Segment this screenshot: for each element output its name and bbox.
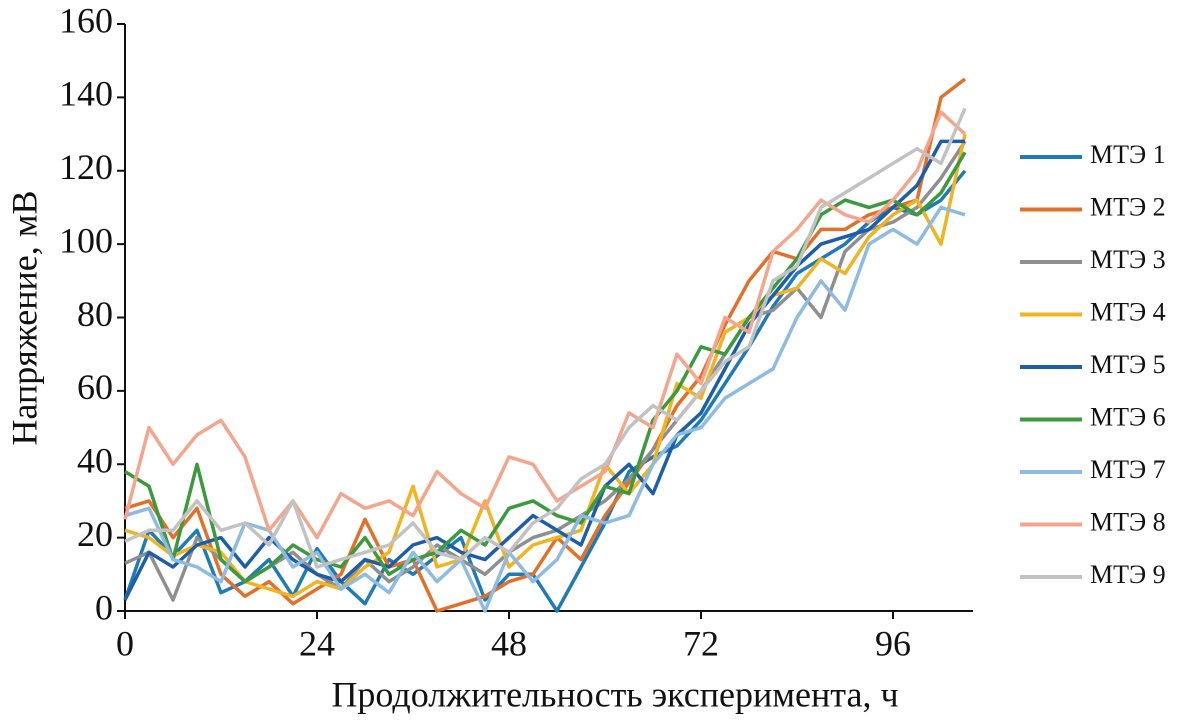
x-tick-label: 96 bbox=[875, 623, 911, 663]
legend-label: МТЭ 5 bbox=[1090, 350, 1166, 379]
y-tick-label: 140 bbox=[59, 74, 113, 114]
y-tick-label: 20 bbox=[77, 514, 113, 554]
legend-label: МТЭ 2 bbox=[1090, 192, 1166, 221]
legend-label: МТЭ 6 bbox=[1090, 402, 1166, 431]
series-line bbox=[124, 151, 967, 584]
series-line bbox=[123, 110, 967, 540]
x-tick-label: 24 bbox=[299, 623, 335, 663]
legend-label: МТЭ 7 bbox=[1090, 455, 1166, 484]
series-line bbox=[123, 169, 967, 613]
y-tick-label: 40 bbox=[77, 441, 113, 481]
x-axis-label: Продолжительность эксперимента, ч bbox=[331, 674, 898, 714]
y-axis-label: Напряжение, мВ bbox=[4, 190, 44, 445]
series-line bbox=[124, 205, 966, 613]
y-tick-label: 60 bbox=[77, 367, 113, 407]
y-tick-label: 160 bbox=[59, 0, 113, 40]
series-line bbox=[124, 77, 967, 613]
y-tick-label: 120 bbox=[59, 147, 113, 187]
x-tick-label: 0 bbox=[116, 623, 134, 663]
y-tick-label: 80 bbox=[77, 294, 113, 334]
legend-label: МТЭ 1 bbox=[1090, 140, 1166, 169]
legend-label: МТЭ 3 bbox=[1090, 245, 1166, 274]
x-tick-label: 72 bbox=[683, 623, 719, 663]
legend-label: МТЭ 9 bbox=[1090, 560, 1166, 589]
x-tick-label: 48 bbox=[491, 623, 527, 663]
y-tick-label: 0 bbox=[95, 587, 113, 627]
y-tick-label: 100 bbox=[59, 220, 113, 260]
legend-label: МТЭ 8 bbox=[1090, 507, 1166, 536]
series-line bbox=[124, 133, 967, 599]
series-line bbox=[124, 107, 967, 569]
legend-label: МТЭ 4 bbox=[1090, 297, 1166, 326]
